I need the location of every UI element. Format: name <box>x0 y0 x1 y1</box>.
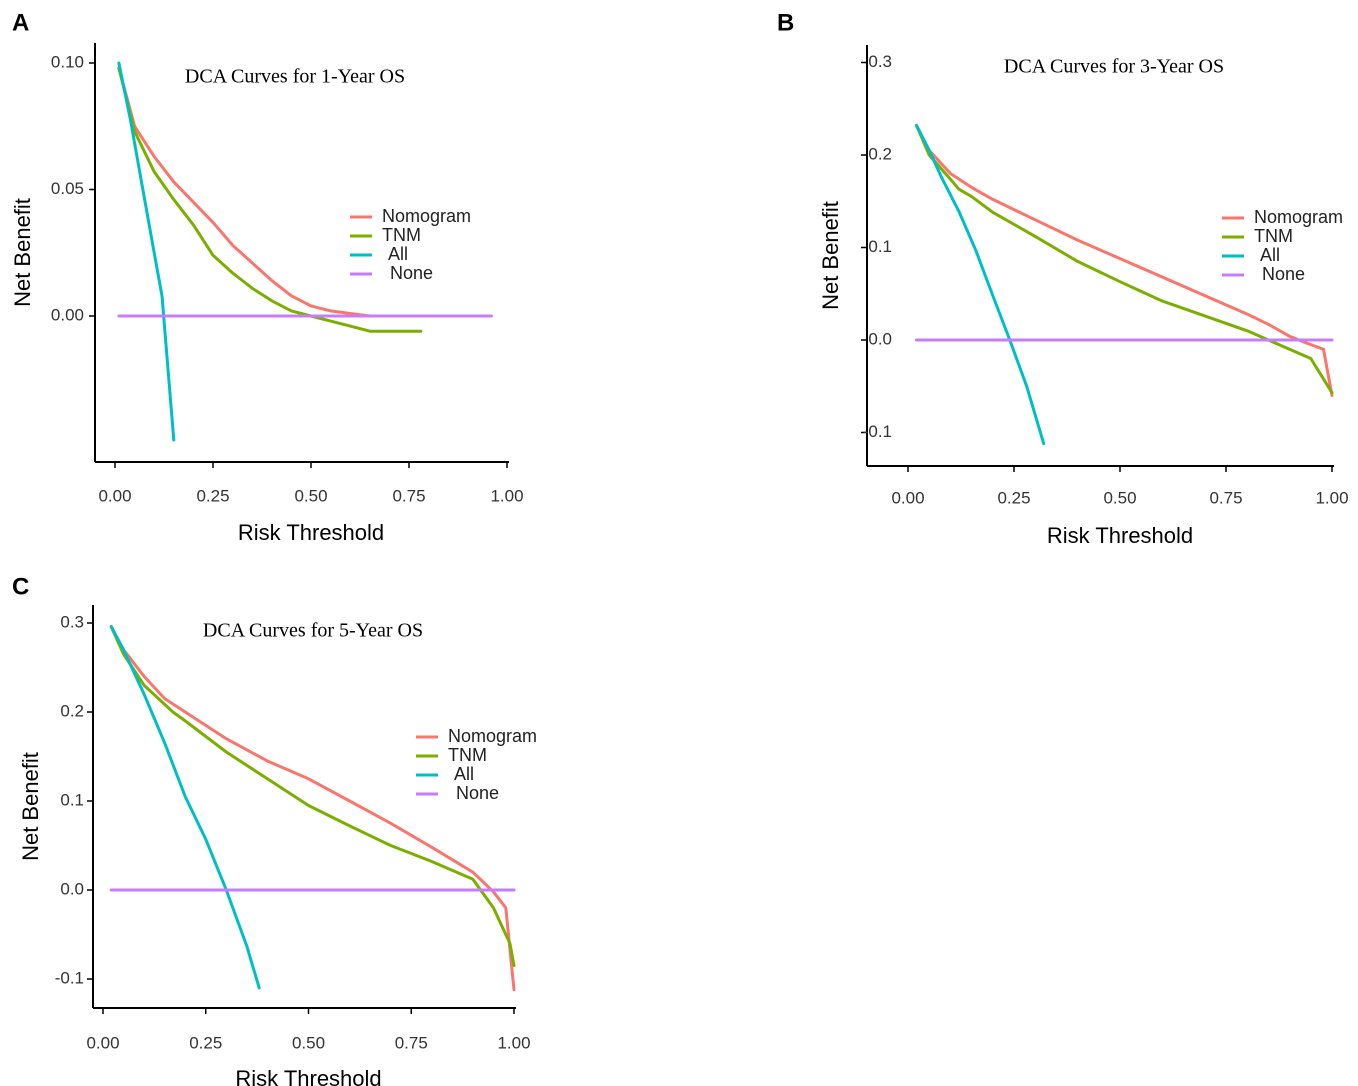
chart-title: DCA Curves for 1-Year OS <box>185 66 405 88</box>
y-tick-label: 0.2 <box>868 144 892 163</box>
x-tick-label: 0.25 <box>196 486 229 505</box>
chart-panel-c: C 0.00 0.25 0.50 0.75 1.00 -0.1 0.0 0.1 0.2 0.3 Ris… <box>12 573 537 1086</box>
x-tick-label: 0.00 <box>98 486 131 505</box>
x-tick-label: 0.75 <box>392 486 425 505</box>
x-tick-label: 1.00 <box>1315 488 1348 507</box>
x-tick-label: 0.50 <box>294 486 327 505</box>
legend-label: TNM <box>448 745 487 765</box>
x-tick-label: 1.00 <box>490 486 523 505</box>
y-tick-label: 0.05 <box>51 179 84 198</box>
y-tick-label: -0.1 <box>863 422 892 441</box>
series-line-all <box>109 625 261 990</box>
chart-panel-a: A 0.00 0.25 0.50 0.75 1.00 0.00 0.05 0.10 Risk Th… <box>10 9 524 544</box>
legend-label: Nomogram <box>1254 207 1343 227</box>
series-line-tnm <box>117 66 423 333</box>
y-axis-label: Net Benefit <box>10 198 35 307</box>
y-tick-label: 0.1 <box>868 237 892 256</box>
legend-label: Nomogram <box>382 206 471 226</box>
y-tick-label: 0.0 <box>868 329 892 348</box>
x-tick-label: 0.75 <box>1209 488 1242 507</box>
y-tick-label: -0.1 <box>55 968 84 987</box>
x-tick-label: 0.50 <box>292 1033 325 1052</box>
y-axis-label: Net Benefit <box>818 201 843 310</box>
series-line-all <box>915 123 1046 446</box>
x-axis-label: Risk Threshold <box>235 1066 381 1086</box>
legend-label: Nomogram <box>448 726 537 746</box>
legend-label: None <box>456 783 499 803</box>
x-tick-label: 0.00 <box>86 1033 119 1052</box>
panel-letter: A <box>12 9 29 36</box>
x-axis-label: Risk Threshold <box>238 520 384 545</box>
panel-letter: B <box>777 9 794 36</box>
x-tick-label: 0.50 <box>1103 488 1136 507</box>
x-tick-label: 0.00 <box>891 488 924 507</box>
x-tick-label: 1.00 <box>497 1033 530 1052</box>
y-tick-label: 0.1 <box>60 790 84 809</box>
series-line-all <box>117 61 176 442</box>
chart-title: DCA Curves for 5-Year OS <box>203 620 423 642</box>
y-tick-label: 0.2 <box>60 701 84 720</box>
series-line-nomogram <box>117 66 493 318</box>
x-tick-label: 0.25 <box>189 1033 222 1052</box>
series-line-tnm <box>109 625 516 968</box>
series-line-nomogram <box>109 625 516 992</box>
x-axis-label: Risk Threshold <box>1047 523 1193 548</box>
y-tick-label: 0.3 <box>868 52 892 71</box>
legend-label: TNM <box>1254 226 1293 246</box>
legend-label: All <box>388 244 408 264</box>
legend-label: All <box>1260 245 1280 265</box>
chart-title: DCA Curves for 3-Year OS <box>1004 56 1224 78</box>
x-tick-label: 0.75 <box>395 1033 428 1052</box>
chart-panel-b: B 0.00 0.25 0.50 0.75 1.00 -0.1 0.0 0.1 0.2 0.3 Ris… <box>777 9 1349 547</box>
legend-label: TNM <box>382 225 421 245</box>
y-tick-label: 0.3 <box>60 612 84 631</box>
legend-label: All <box>454 764 474 784</box>
y-tick-label: 0.10 <box>51 52 84 71</box>
x-tick-label: 0.25 <box>997 488 1030 507</box>
legend-label: None <box>390 263 433 283</box>
y-tick-label: 0.00 <box>51 305 84 324</box>
y-tick-label: 0.0 <box>60 879 84 898</box>
panel-letter: C <box>12 573 29 600</box>
y-axis-label: Net Benefit <box>18 752 43 861</box>
legend-label: None <box>1262 264 1305 284</box>
